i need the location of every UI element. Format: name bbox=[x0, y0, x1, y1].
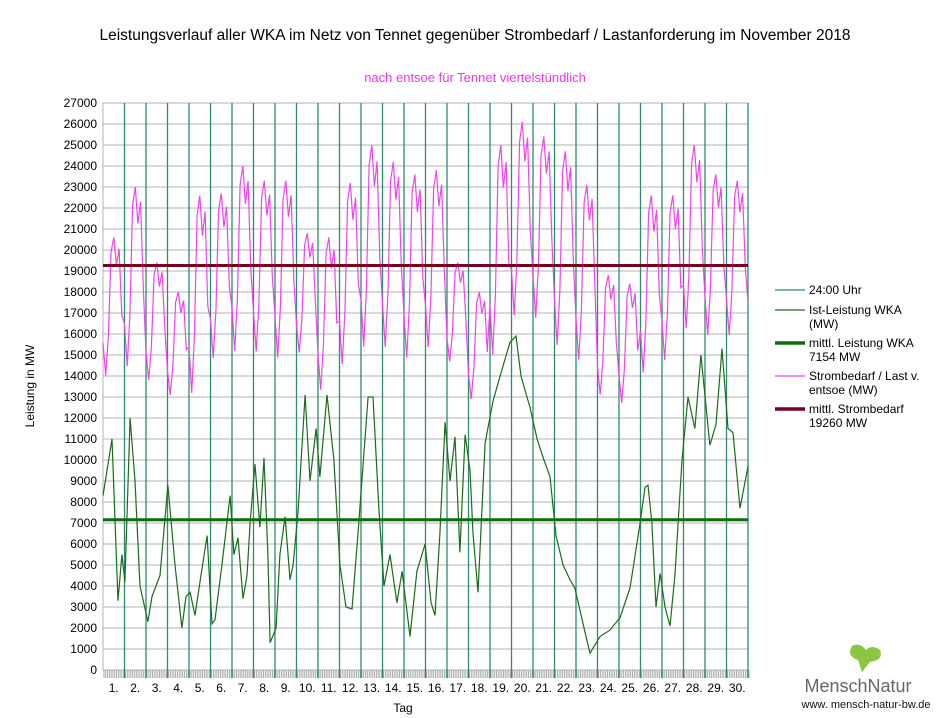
y-tick-label: 27000 bbox=[64, 96, 98, 110]
x-axis-label: Tag bbox=[393, 701, 412, 715]
x-tick-label: 3. bbox=[152, 681, 162, 695]
legend-label: Ist-Leistung WKA bbox=[809, 303, 902, 317]
y-tick-label: 24000 bbox=[64, 159, 98, 173]
x-tick-label: 7. bbox=[238, 681, 248, 695]
y-tick-label: 13000 bbox=[64, 390, 98, 404]
y-tick-label: 14000 bbox=[64, 369, 98, 383]
x-tick-label: 17. bbox=[449, 681, 466, 695]
legend: 24:00 Uhr Ist-Leistung WKA(MW) mittl. Leis… bbox=[775, 283, 920, 430]
x-tick-label: 22. bbox=[557, 681, 574, 695]
legend-label: mittl. Strombedarf bbox=[809, 402, 904, 416]
x-tick-label: 30. bbox=[729, 681, 746, 695]
legend-label-2: 7154 MW bbox=[809, 350, 861, 364]
x-tick-label: 13. bbox=[363, 681, 380, 695]
x-tick-label: 11. bbox=[321, 681, 337, 695]
ginkgo-leaf-icon bbox=[850, 644, 881, 672]
x-tick-label: 14. bbox=[385, 681, 402, 695]
y-tick-label: 0 bbox=[90, 663, 97, 677]
chart-title: Leistungsverlauf aller WKA im Netz von T… bbox=[99, 27, 850, 44]
y-tick-label: 10000 bbox=[64, 453, 98, 467]
y-tick-label: 21000 bbox=[64, 222, 98, 236]
x-tick-label: 6. bbox=[216, 681, 226, 695]
x-tick-label: 2. bbox=[130, 681, 140, 695]
y-tick-label: 15000 bbox=[64, 348, 98, 362]
x-tick-label: 16. bbox=[428, 681, 445, 695]
y-tick-label: 12000 bbox=[64, 411, 98, 425]
y-tick-label: 8000 bbox=[70, 495, 97, 509]
x-tick-label: 24. bbox=[600, 681, 617, 695]
y-tick-label: 25000 bbox=[64, 138, 98, 152]
legend-label: mittl. Leistung WKA bbox=[809, 336, 914, 350]
x-tick-label: 4. bbox=[173, 681, 183, 695]
x-tick-label: 27. bbox=[664, 681, 681, 695]
x-tick-label: 12. bbox=[342, 681, 359, 695]
x-tick-label: 1. bbox=[109, 681, 119, 695]
x-tick-label: 5. bbox=[195, 681, 205, 695]
y-tick-label: 3000 bbox=[70, 600, 97, 614]
x-tick-label: 26. bbox=[643, 681, 660, 695]
x-tick-label: 28. bbox=[686, 681, 703, 695]
x-tick-label: 18. bbox=[471, 681, 488, 695]
x-tick-label: 15. bbox=[406, 681, 423, 695]
x-tick-label: 29. bbox=[707, 681, 724, 695]
legend-label-2: (MW) bbox=[809, 317, 838, 331]
y-tick-label: 4000 bbox=[70, 579, 97, 593]
y-tick-label: 7000 bbox=[70, 516, 97, 530]
y-tick-label: 2000 bbox=[70, 621, 97, 635]
y-tick-label: 5000 bbox=[70, 558, 97, 572]
legend-label: 24:00 Uhr bbox=[809, 283, 862, 297]
x-tick-label: 25. bbox=[621, 681, 638, 695]
y-tick-label: 1000 bbox=[70, 642, 97, 656]
legend-label-2: 19260 MW bbox=[809, 416, 868, 430]
logo-brand: MenschNatur bbox=[804, 676, 911, 696]
y-tick-label: 26000 bbox=[64, 117, 98, 131]
legend-label-2: entsoe (MW) bbox=[809, 383, 878, 397]
y-axis-label: Leistung in MW bbox=[23, 344, 37, 427]
y-tick-label: 23000 bbox=[64, 180, 98, 194]
x-tick-label: 19. bbox=[492, 681, 509, 695]
y-tick-label: 19000 bbox=[64, 264, 98, 278]
y-tick-label: 22000 bbox=[64, 201, 98, 215]
legend-label: Strombedarf / Last v. bbox=[809, 369, 920, 383]
x-tick-label: 23. bbox=[578, 681, 595, 695]
y-tick-label: 16000 bbox=[64, 327, 98, 341]
logo-url[interactable]: www. mensch-natur-bw.de bbox=[801, 699, 931, 711]
y-tick-label: 11000 bbox=[65, 432, 98, 446]
y-tick-label: 6000 bbox=[70, 537, 97, 551]
y-tick-label: 18000 bbox=[64, 285, 98, 299]
y-tick-label: 17000 bbox=[64, 306, 98, 320]
x-tick-label: 8. bbox=[259, 681, 269, 695]
y-tick-label: 20000 bbox=[64, 243, 98, 257]
x-tick-label: 9. bbox=[281, 681, 291, 695]
x-tick-label: 10. bbox=[299, 681, 316, 695]
x-tick-label: 20. bbox=[514, 681, 531, 695]
logo: MenschNatur www. mensch-natur-bw.de bbox=[801, 644, 931, 711]
y-tick-label: 9000 bbox=[70, 474, 97, 488]
demand-series-line bbox=[102, 121, 749, 404]
wind-series-line bbox=[102, 334, 749, 655]
x-tick-label: 21. bbox=[535, 681, 552, 695]
chart-subtitle: nach entsoe für Tennet viertelstündlich bbox=[364, 70, 586, 85]
